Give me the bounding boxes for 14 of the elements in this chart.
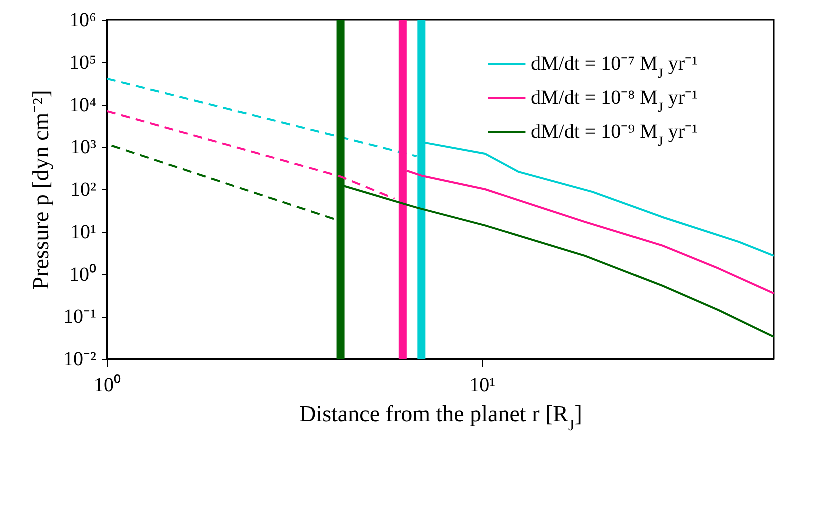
y-tick-label: 10² xyxy=(70,179,96,201)
legend-label: dM/dt = 10⁻⁸ M$_{J}$ yr⁻¹ xyxy=(531,87,698,116)
y-tick-label: 10⁻² xyxy=(64,348,96,370)
legend-label: dM/dt = 10⁻⁹ M$_{J}$ yr⁻¹ xyxy=(531,121,698,150)
y-tick-label: 10⁰ xyxy=(70,262,96,286)
legend-label: dM/dt = 10⁻⁷ M$_{J}$ yr⁻¹ xyxy=(531,53,698,82)
y-tick-label: 10⁵ xyxy=(70,52,96,74)
y-tick-label: 10⁶ xyxy=(70,10,97,32)
y-tick-label: 10⁴ xyxy=(70,94,97,116)
y-tick-label: 10¹ xyxy=(70,221,96,244)
x-axis-title: Distance from the planet r [R$_{J}$] xyxy=(300,402,582,434)
y-tick-label: 10³ xyxy=(70,136,96,159)
y-tick-label: 10⁻¹ xyxy=(64,306,96,328)
y-axis-title: Pressure p [dyn cm⁻²] xyxy=(28,90,54,290)
